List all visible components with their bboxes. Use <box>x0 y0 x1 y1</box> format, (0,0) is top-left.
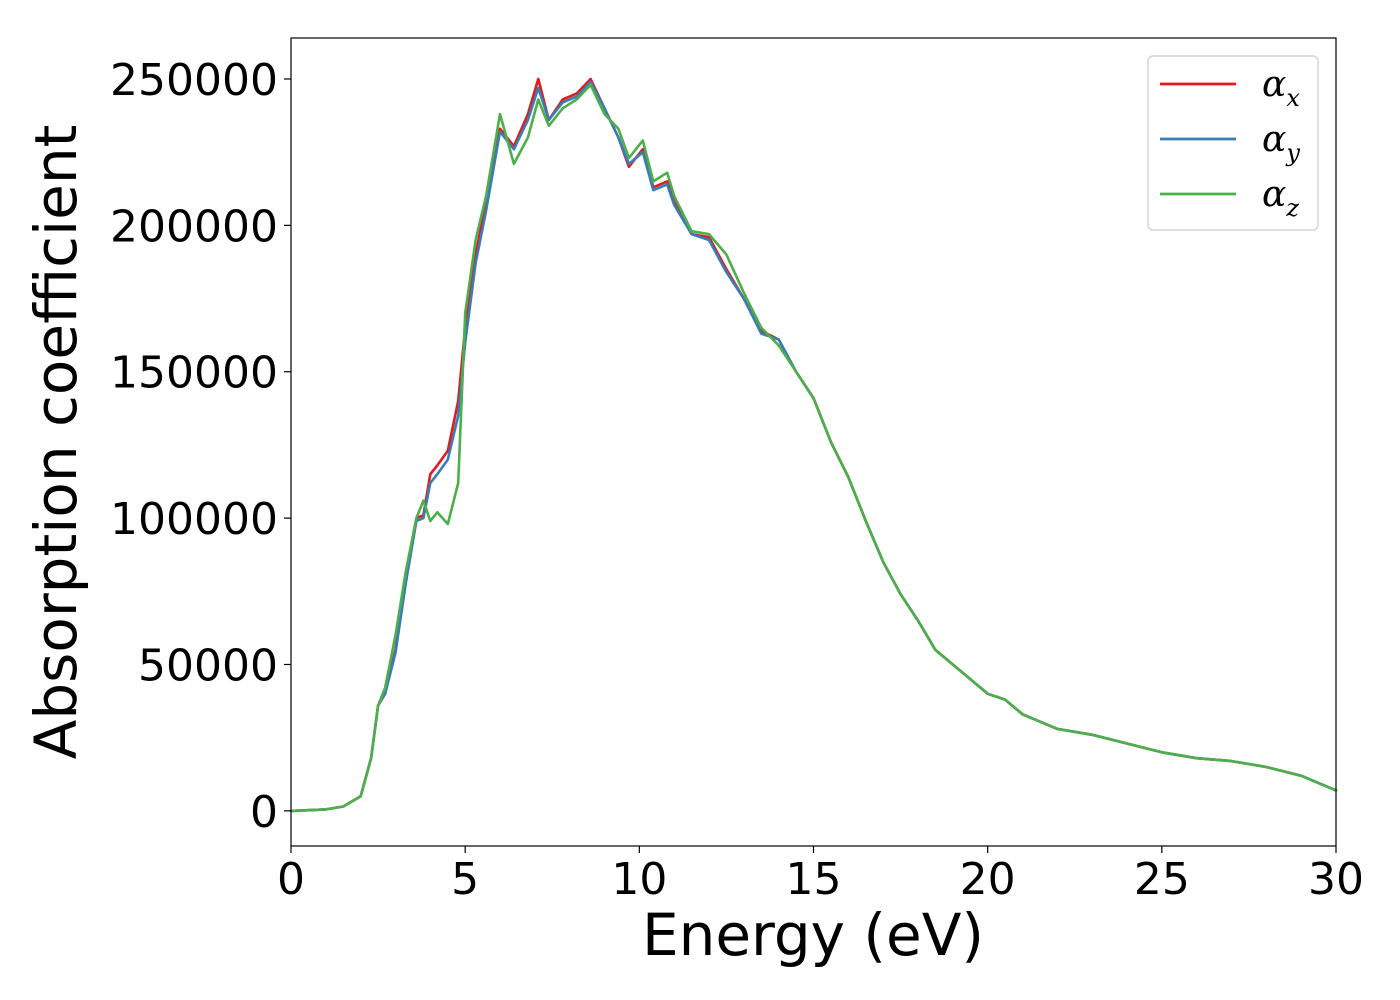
y-axis: 0 50000 100000 150000 200000 250000 <box>110 55 291 838</box>
x-tick-label: 25 <box>1134 854 1190 905</box>
y-tick-label: 100000 <box>110 494 278 545</box>
x-axis: 0 5 10 15 20 25 30 <box>277 846 1364 905</box>
x-tick-label: 30 <box>1308 854 1364 905</box>
x-tick-label: 5 <box>451 854 479 905</box>
x-axis-label: Energy (eV) <box>642 901 984 969</box>
y-axis-label: Absorption coefficient <box>22 125 90 760</box>
x-tick-label: 10 <box>611 854 667 905</box>
legend-frame <box>1147 55 1319 231</box>
legend-label-x: αx <box>1262 64 1300 112</box>
x-tick-label: 20 <box>960 854 1016 905</box>
y-tick-label: 200000 <box>110 201 278 252</box>
series-layer <box>289 77 1338 813</box>
y-tick-label: 250000 <box>110 55 278 106</box>
legend: αx αy αz <box>1147 55 1319 231</box>
y-tick-label: 150000 <box>110 348 278 399</box>
y-tick-label: 50000 <box>138 640 278 691</box>
y-tick-label: 0 <box>250 787 278 838</box>
series-line-z <box>289 83 1338 813</box>
x-tick-label: 15 <box>786 854 842 905</box>
legend-label-z: αz <box>1262 174 1299 222</box>
legend-label-y: αy <box>1262 119 1300 167</box>
x-tick-label: 0 <box>277 854 305 905</box>
